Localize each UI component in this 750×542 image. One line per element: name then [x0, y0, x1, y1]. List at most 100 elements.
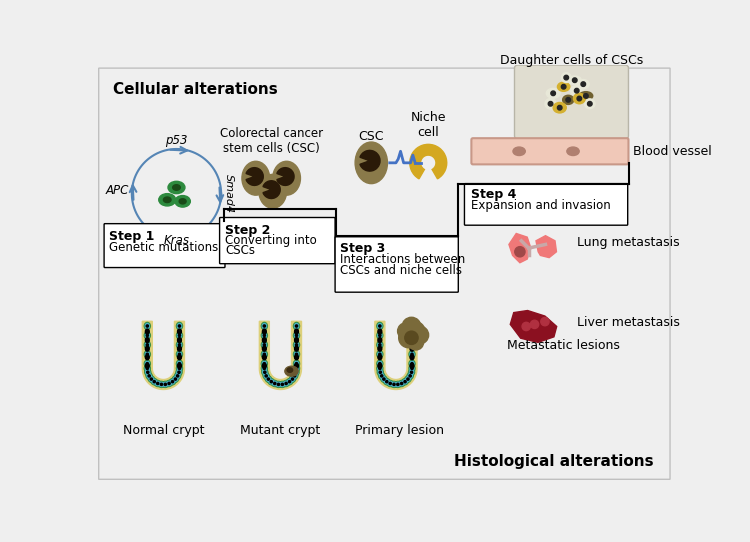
Circle shape	[168, 382, 170, 385]
Ellipse shape	[380, 373, 384, 378]
Wedge shape	[410, 144, 447, 179]
Text: Mutant crypt: Mutant crypt	[240, 424, 320, 437]
Ellipse shape	[409, 365, 415, 372]
Circle shape	[296, 344, 298, 346]
Circle shape	[147, 371, 149, 373]
Ellipse shape	[178, 346, 182, 351]
Ellipse shape	[272, 382, 278, 385]
Ellipse shape	[410, 333, 414, 338]
Wedge shape	[277, 167, 294, 185]
Ellipse shape	[295, 355, 298, 360]
Ellipse shape	[146, 355, 149, 360]
Circle shape	[584, 94, 588, 98]
Ellipse shape	[176, 373, 180, 378]
Ellipse shape	[276, 382, 281, 386]
Circle shape	[293, 375, 296, 377]
Ellipse shape	[571, 86, 583, 96]
Text: Step 1: Step 1	[110, 230, 154, 243]
Ellipse shape	[410, 329, 414, 334]
Ellipse shape	[262, 366, 266, 371]
Circle shape	[406, 378, 409, 380]
Ellipse shape	[557, 82, 570, 92]
Circle shape	[146, 353, 148, 356]
Ellipse shape	[169, 378, 176, 385]
Circle shape	[296, 363, 298, 365]
Ellipse shape	[154, 380, 161, 386]
Circle shape	[296, 334, 298, 337]
Circle shape	[291, 378, 293, 380]
Ellipse shape	[176, 365, 182, 372]
Ellipse shape	[378, 333, 382, 338]
Ellipse shape	[562, 95, 574, 105]
Ellipse shape	[146, 346, 149, 351]
Ellipse shape	[176, 332, 182, 339]
Ellipse shape	[292, 373, 297, 378]
Ellipse shape	[294, 370, 298, 375]
Circle shape	[274, 382, 276, 385]
Circle shape	[379, 367, 381, 370]
Ellipse shape	[295, 333, 298, 338]
Ellipse shape	[176, 322, 182, 330]
Circle shape	[380, 371, 382, 373]
Ellipse shape	[178, 329, 182, 334]
Ellipse shape	[176, 360, 182, 367]
Ellipse shape	[178, 324, 182, 328]
Ellipse shape	[578, 80, 590, 89]
Circle shape	[379, 325, 381, 327]
Ellipse shape	[401, 378, 409, 385]
Ellipse shape	[261, 365, 268, 372]
Ellipse shape	[410, 361, 414, 366]
Ellipse shape	[261, 351, 268, 358]
Text: Expansion and invasion: Expansion and invasion	[470, 199, 610, 212]
Ellipse shape	[144, 360, 150, 367]
Circle shape	[541, 318, 549, 326]
Text: APC: APC	[105, 184, 129, 197]
Text: CSCs: CSCs	[225, 244, 255, 257]
Ellipse shape	[159, 193, 176, 206]
Ellipse shape	[146, 343, 149, 347]
Circle shape	[263, 367, 266, 370]
Circle shape	[178, 371, 180, 373]
Circle shape	[577, 96, 582, 101]
Text: Blood vessel: Blood vessel	[633, 145, 712, 158]
Ellipse shape	[408, 373, 413, 378]
Ellipse shape	[175, 196, 190, 207]
Ellipse shape	[567, 147, 579, 156]
Ellipse shape	[146, 333, 149, 338]
Ellipse shape	[178, 363, 182, 369]
Ellipse shape	[146, 370, 150, 375]
Ellipse shape	[392, 382, 397, 386]
Text: Metastatic lesions: Metastatic lesions	[507, 339, 620, 352]
Ellipse shape	[293, 322, 299, 330]
Ellipse shape	[380, 376, 387, 383]
Ellipse shape	[378, 366, 382, 371]
Ellipse shape	[159, 382, 164, 386]
Text: Histological alterations: Histological alterations	[454, 454, 654, 468]
Ellipse shape	[178, 366, 182, 371]
Text: Converting into: Converting into	[225, 235, 316, 248]
Circle shape	[410, 371, 413, 373]
Circle shape	[411, 334, 413, 337]
Ellipse shape	[144, 351, 150, 358]
Circle shape	[178, 344, 181, 346]
Ellipse shape	[378, 346, 382, 351]
Circle shape	[296, 325, 298, 327]
Ellipse shape	[268, 378, 274, 385]
Circle shape	[550, 91, 556, 95]
Circle shape	[146, 363, 148, 365]
Circle shape	[178, 325, 181, 327]
Ellipse shape	[290, 377, 295, 382]
Ellipse shape	[145, 369, 151, 376]
Circle shape	[146, 334, 148, 337]
Ellipse shape	[399, 382, 404, 385]
Ellipse shape	[410, 338, 414, 343]
Ellipse shape	[513, 147, 525, 156]
Ellipse shape	[376, 332, 383, 339]
Circle shape	[264, 371, 266, 373]
Ellipse shape	[295, 346, 298, 351]
Ellipse shape	[293, 360, 299, 367]
Circle shape	[402, 317, 421, 336]
Ellipse shape	[398, 380, 405, 386]
Circle shape	[411, 363, 413, 365]
FancyBboxPatch shape	[514, 65, 628, 139]
